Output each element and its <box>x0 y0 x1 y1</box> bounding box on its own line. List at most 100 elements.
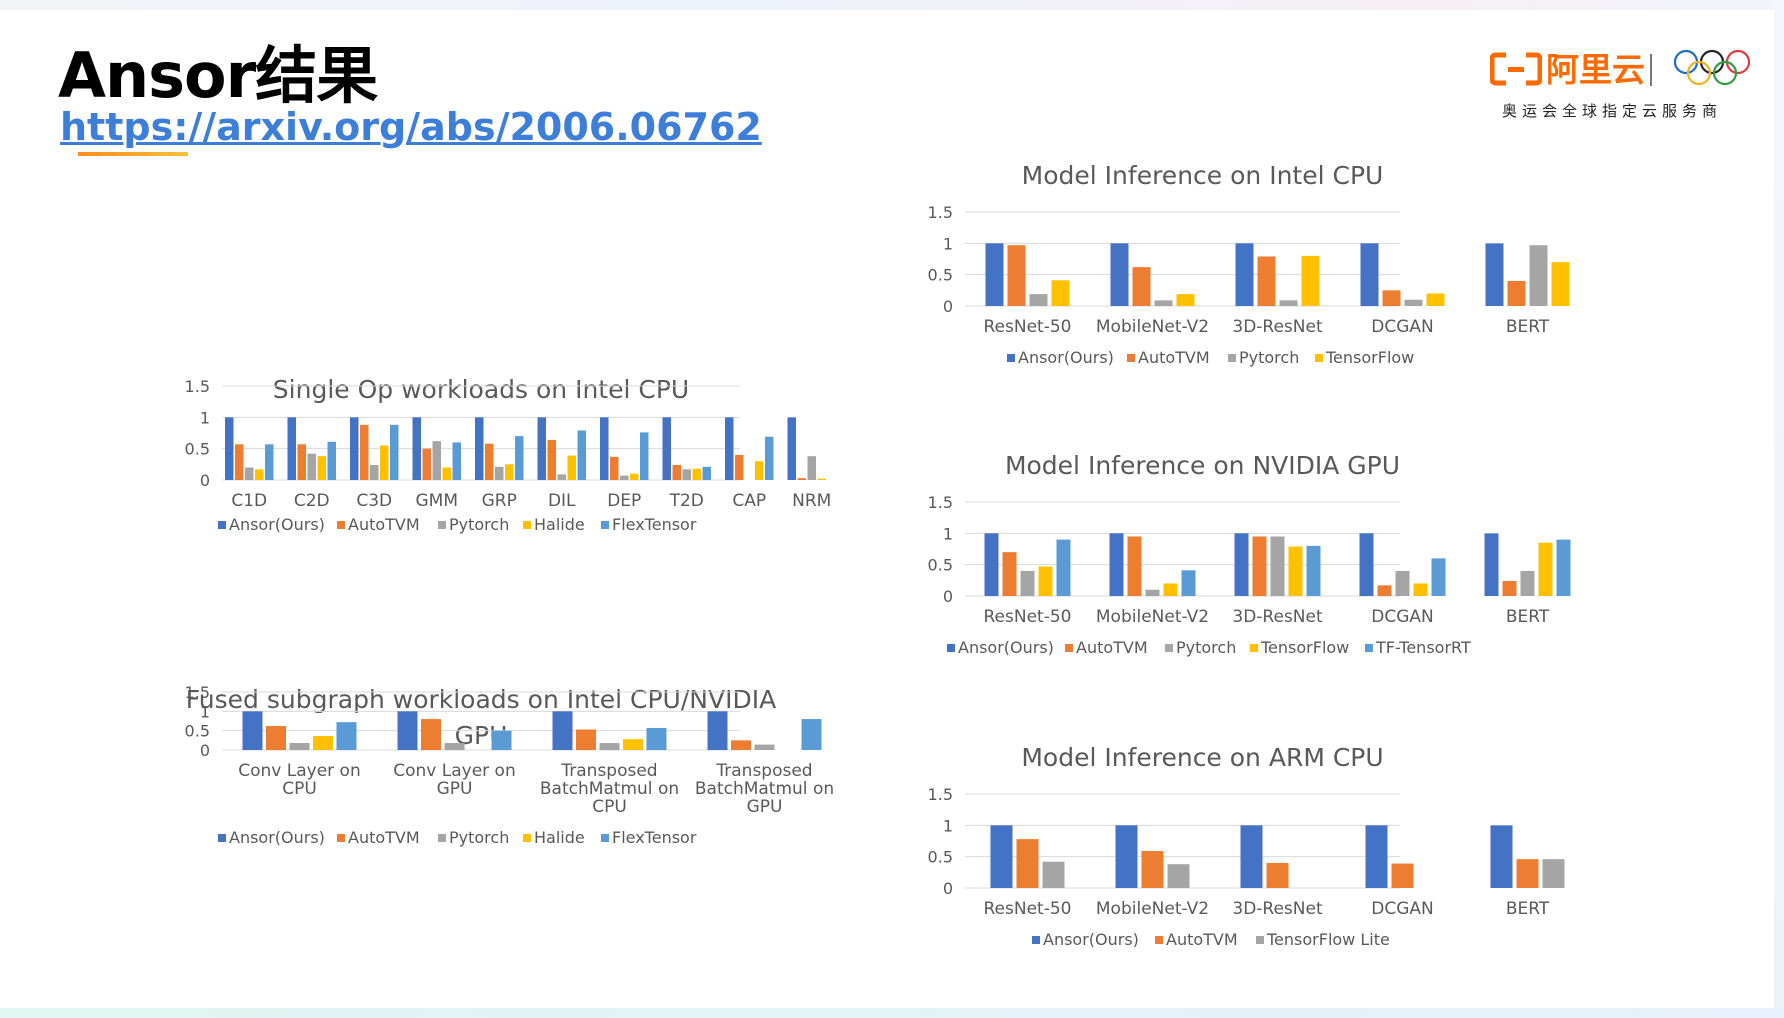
x-category-label: 3D-ResNet <box>1232 317 1323 337</box>
bar-ansor-ours <box>1234 533 1249 596</box>
bar-flextensor <box>336 722 357 750</box>
bar-autotvm <box>1007 245 1026 306</box>
bar-tf-tensorrt <box>1306 545 1321 596</box>
x-category-label: CAP <box>732 491 766 511</box>
legend-swatch <box>337 521 345 529</box>
x-category-label: ResNet-50 <box>984 317 1072 337</box>
x-category-label: DIL <box>548 491 576 511</box>
bar-halide <box>817 478 826 480</box>
bar-ansor-ours <box>1365 825 1388 888</box>
legend-label: Pytorch <box>449 828 509 847</box>
legend-swatch <box>601 834 609 842</box>
bar-autotvm <box>360 424 369 480</box>
bar-pytorch <box>620 475 629 480</box>
bar-tensorflow <box>1163 583 1178 596</box>
slide-right-edge <box>1774 0 1784 1018</box>
bar-tensorflow <box>1038 566 1053 596</box>
bar-tensorflow <box>1551 262 1570 306</box>
bar-autotvm <box>1516 859 1539 888</box>
bar-pytorch <box>432 441 441 480</box>
bar-halide <box>505 464 514 480</box>
legend-swatch <box>1228 354 1236 362</box>
bar-autotvm <box>1266 862 1289 888</box>
bar-tensorflow-lite <box>1167 864 1190 888</box>
x-category-label: BERT <box>1506 607 1550 627</box>
bar-ansor-ours <box>242 711 263 750</box>
bar-autotvm <box>797 478 806 480</box>
bar-autotvm <box>485 443 494 480</box>
legend-swatch <box>1256 936 1264 944</box>
x-category-label: BatchMatmul on <box>540 779 679 799</box>
bar-halide <box>442 467 451 480</box>
bar-ansor-ours <box>990 825 1013 888</box>
legend-label: FlexTensor <box>612 515 697 534</box>
bar-ansor-ours <box>662 417 671 480</box>
bar-tensorflow-lite <box>1042 861 1065 888</box>
bar-flextensor <box>640 432 649 480</box>
bar-autotvm <box>1502 580 1517 596</box>
x-category-label: DCGAN <box>1371 899 1433 919</box>
bar-pytorch <box>245 467 254 480</box>
chart-title: Model Inference on Intel CPU <box>1022 161 1384 190</box>
x-category-label: GMM <box>415 491 458 511</box>
x-category-label: BatchMatmul on <box>695 779 834 799</box>
bar-pytorch <box>1395 570 1410 596</box>
bar-autotvm <box>1377 585 1392 596</box>
legend-label: Ansor(Ours) <box>229 515 325 534</box>
bar-halide <box>692 468 701 480</box>
bar-autotvm <box>422 448 431 480</box>
bar-ansor-ours <box>1240 825 1263 888</box>
x-category-label: DEP <box>607 491 641 511</box>
y-tick-label: 0 <box>200 471 210 490</box>
x-category-label: ResNet-50 <box>984 607 1072 627</box>
bar-pytorch <box>1270 536 1285 596</box>
bar-autotvm <box>421 719 441 750</box>
legend-label: Ansor(Ours) <box>229 828 325 847</box>
x-category-label: 3D-ResNet <box>1232 899 1323 919</box>
bar-ansor-ours <box>985 243 1004 306</box>
bar-autotvm <box>1252 536 1267 596</box>
bar-autotvm <box>576 729 596 750</box>
x-category-label: GPU <box>437 779 473 799</box>
legend-swatch <box>1007 354 1015 362</box>
legend-label: AutoTVM <box>1166 930 1238 949</box>
legend-label: FlexTensor <box>612 828 697 847</box>
bar-autotvm <box>610 456 619 480</box>
bar-tensorflow-lite <box>1542 859 1565 888</box>
bar-ansor-ours <box>350 417 359 480</box>
bar-ansor-ours <box>475 417 484 480</box>
bar-pytorch <box>599 743 620 750</box>
bar-autotvm <box>1141 851 1164 888</box>
bar-pytorch <box>370 464 379 480</box>
y-tick-label: 0.5 <box>185 722 210 741</box>
bar-tensorflow <box>1426 293 1445 306</box>
paper-link[interactable]: https://arxiv.org/abs/2006.06762 <box>60 105 762 149</box>
legend-swatch <box>1165 644 1173 652</box>
bar-flextensor <box>452 442 461 480</box>
legend-label: Pytorch <box>1176 638 1236 657</box>
bar-pytorch <box>1145 589 1160 596</box>
y-tick-label: 1 <box>943 816 953 835</box>
link-accent-underline <box>78 152 188 156</box>
bar-pytorch <box>682 469 691 480</box>
x-category-label: T2D <box>669 491 704 511</box>
legend-swatch <box>438 834 446 842</box>
x-category-label: MobileNet-V2 <box>1096 899 1209 919</box>
chart-title: Model Inference on ARM CPU <box>1021 743 1383 772</box>
legend-swatch <box>1365 644 1373 652</box>
x-category-label: NRM <box>792 491 831 511</box>
logo-divider <box>1650 54 1652 86</box>
x-category-label: BERT <box>1506 317 1550 337</box>
bar-pytorch <box>1020 570 1035 596</box>
bar-ansor-ours <box>412 417 421 480</box>
x-category-label: CPU <box>282 779 317 799</box>
legend-label: AutoTVM <box>348 515 420 534</box>
bar-pytorch <box>444 743 465 750</box>
x-category-label: DCGAN <box>1371 317 1433 337</box>
x-category-label: DCGAN <box>1371 607 1433 627</box>
legend-swatch <box>1250 644 1258 652</box>
x-category-label: CPU <box>592 797 627 817</box>
bar-autotvm <box>266 726 286 750</box>
bar-ansor-ours <box>1115 825 1138 888</box>
bar-ansor-ours <box>707 711 728 750</box>
